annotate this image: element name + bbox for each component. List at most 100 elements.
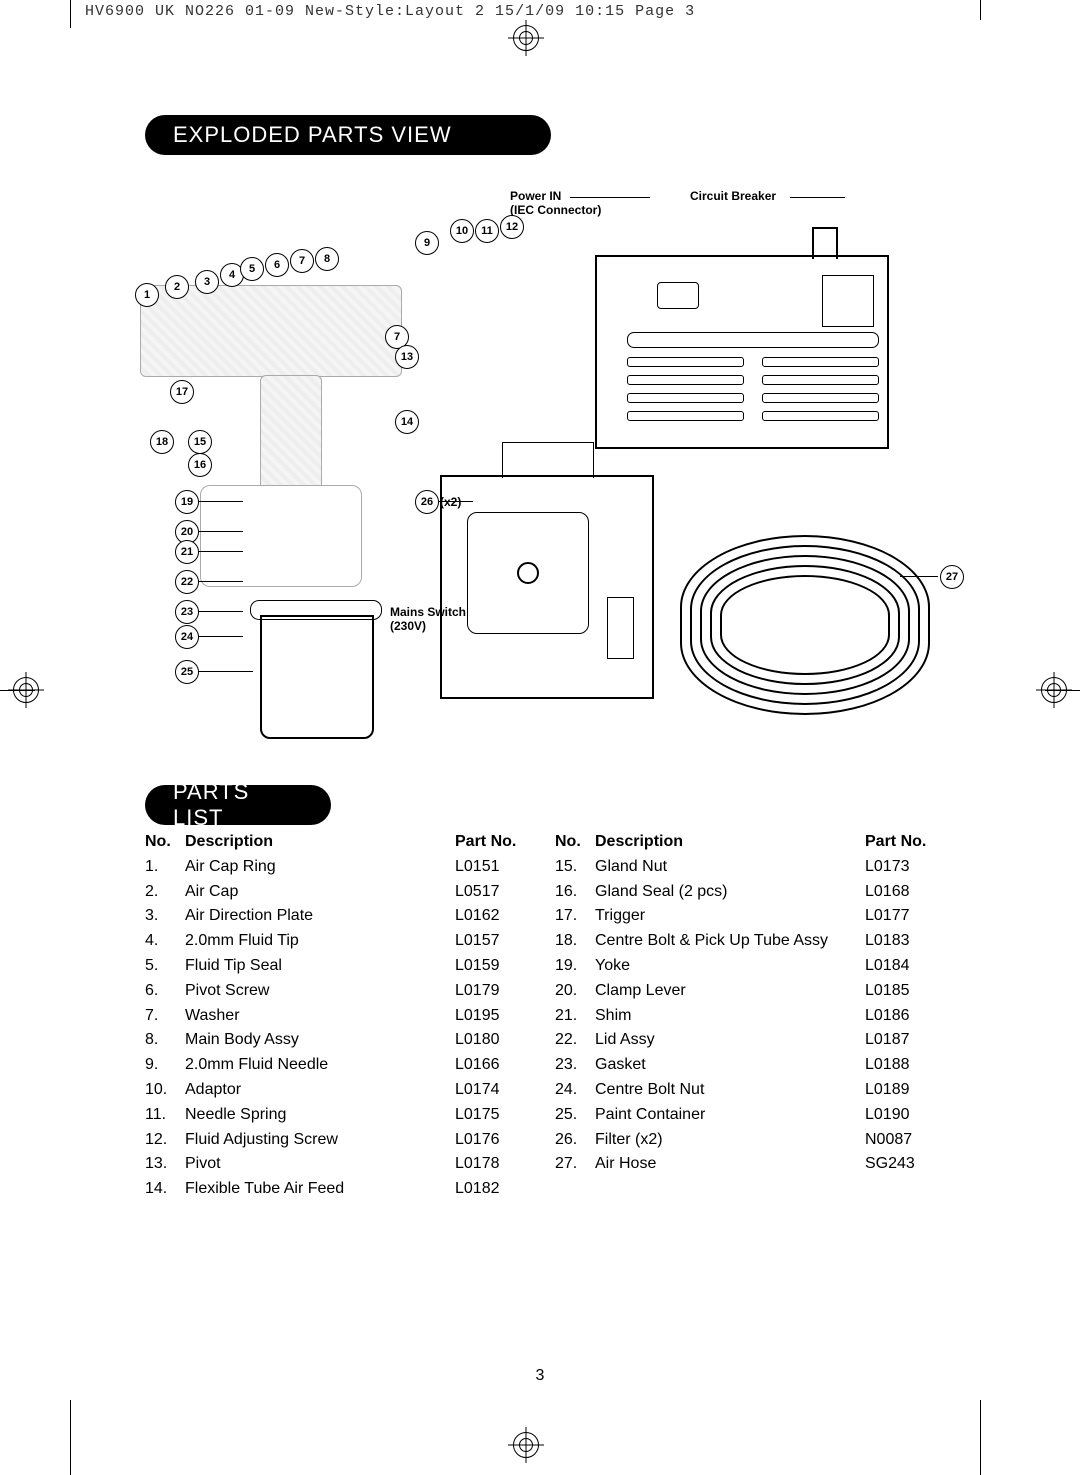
callout-7: 7: [290, 249, 314, 273]
part-desc: Main Body Assy: [185, 1028, 455, 1053]
part-code: L0190: [865, 1103, 935, 1128]
part-no: 8.: [145, 1028, 185, 1053]
part-no: 11.: [145, 1103, 185, 1128]
part-code: L0186: [865, 1004, 935, 1029]
callout-13: 13: [395, 345, 419, 369]
part-code: L0159: [455, 954, 525, 979]
part-code: SG243: [865, 1152, 935, 1177]
part-code: L0168: [865, 880, 935, 905]
part-desc: Flexible Tube Air Feed: [185, 1177, 455, 1202]
part-desc: Centre Bolt Nut: [595, 1078, 865, 1103]
part-code: L0188: [865, 1053, 935, 1078]
callout-5: 5: [240, 257, 264, 281]
part-desc: 2.0mm Fluid Tip: [185, 929, 455, 954]
table-row: 22.Lid AssyL0187: [555, 1028, 935, 1053]
part-desc: Gland Seal (2 pcs): [595, 880, 865, 905]
part-desc: Shim: [595, 1004, 865, 1029]
diagram-label-mains: Mains Switch(230V): [390, 605, 466, 633]
part-no: 21.: [555, 1004, 595, 1029]
part-no: 10.: [145, 1078, 185, 1103]
part-code: L0162: [455, 904, 525, 929]
registration-mark: [508, 1427, 544, 1463]
part-desc: Gasket: [595, 1053, 865, 1078]
callout-1: 1: [135, 283, 159, 307]
callout-27: 27: [940, 565, 964, 589]
diagram-label-power-in: Power IN(IEC Connector): [510, 189, 601, 217]
part-code: L0183: [865, 929, 935, 954]
part-code: L0157: [455, 929, 525, 954]
callout-21: 21: [175, 540, 199, 564]
table-row: 8.Main Body AssyL0180: [145, 1028, 525, 1053]
table-row: 3.Air Direction PlateL0162: [145, 904, 525, 929]
part-no: 23.: [555, 1053, 595, 1078]
air-hose-graphic: [680, 535, 930, 715]
callout-23: 23: [175, 600, 199, 624]
callout-6: 6: [265, 253, 289, 277]
paint-container-graphic: [260, 615, 374, 739]
table-row: 15.Gland NutL0173: [555, 855, 935, 880]
crop-mark: [980, 0, 981, 20]
part-no: 2.: [145, 880, 185, 905]
part-code: L0178: [455, 1152, 525, 1177]
callout-17: 17: [170, 380, 194, 404]
part-code: L0180: [455, 1028, 525, 1053]
table-row: 26.Filter (x2)N0087: [555, 1128, 935, 1153]
part-code: L0175: [455, 1103, 525, 1128]
table-row: 19.YokeL0184: [555, 954, 935, 979]
part-no: 26.: [555, 1128, 595, 1153]
diagram-label-circuit-breaker: Circuit Breaker: [690, 189, 776, 203]
part-desc: Gland Nut: [595, 855, 865, 880]
callout-24: 24: [175, 625, 199, 649]
part-desc: Air Cap: [185, 880, 455, 905]
part-no: 18.: [555, 929, 595, 954]
col-header-desc: Description: [185, 830, 455, 855]
part-no: 14.: [145, 1177, 185, 1202]
part-desc: Filter (x2): [595, 1128, 865, 1153]
part-desc: Pivot Screw: [185, 979, 455, 1004]
crop-mark: [70, 1400, 71, 1475]
part-no: 3.: [145, 904, 185, 929]
callout-14: 14: [395, 410, 419, 434]
table-row: 6.Pivot ScrewL0179: [145, 979, 525, 1004]
part-no: 12.: [145, 1128, 185, 1153]
part-code: L0173: [865, 855, 935, 880]
part-no: 13.: [145, 1152, 185, 1177]
exploded-diagram: Power IN(IEC Connector) Circuit Breaker: [140, 185, 940, 745]
table-row: 1.Air Cap RingL0151: [145, 855, 525, 880]
part-no: 15.: [555, 855, 595, 880]
table-row: 5.Fluid Tip SealL0159: [145, 954, 525, 979]
table-row: 17.TriggerL0177: [555, 904, 935, 929]
callout-16: 16: [188, 453, 212, 477]
table-row: 2.Air CapL0517: [145, 880, 525, 905]
part-code: L0179: [455, 979, 525, 1004]
part-desc: Fluid Tip Seal: [185, 954, 455, 979]
part-desc: Yoke: [595, 954, 865, 979]
part-no: 20.: [555, 979, 595, 1004]
part-desc: Air Hose: [595, 1152, 865, 1177]
callout-9: 9: [415, 231, 439, 255]
part-code: L0177: [865, 904, 935, 929]
spray-gun-body-graphic: [140, 285, 402, 377]
part-no: 17.: [555, 904, 595, 929]
section-header-parts: PARTS LIST: [145, 785, 331, 825]
part-desc: Lid Assy: [595, 1028, 865, 1053]
part-desc: Fluid Adjusting Screw: [185, 1128, 455, 1153]
part-desc: Trigger: [595, 904, 865, 929]
callout-26-x2: (x2): [440, 495, 461, 509]
callout-10: 10: [450, 219, 474, 243]
turbine-front-outline: [440, 475, 654, 699]
table-row: 21.ShimL0186: [555, 1004, 935, 1029]
part-desc: Needle Spring: [185, 1103, 455, 1128]
lid-graphic: [250, 600, 382, 620]
table-row: 11.Needle SpringL0175: [145, 1103, 525, 1128]
part-desc: Centre Bolt & Pick Up Tube Assy: [595, 929, 865, 954]
part-code: L0176: [455, 1128, 525, 1153]
part-no: 25.: [555, 1103, 595, 1128]
part-no: 5.: [145, 954, 185, 979]
callout-11: 11: [475, 219, 499, 243]
part-code: N0087: [865, 1128, 935, 1153]
callout-3: 3: [195, 270, 219, 294]
table-row: 9.2.0mm Fluid NeedleL0166: [145, 1053, 525, 1078]
col-header-no: No.: [145, 830, 185, 855]
part-code: L0189: [865, 1078, 935, 1103]
